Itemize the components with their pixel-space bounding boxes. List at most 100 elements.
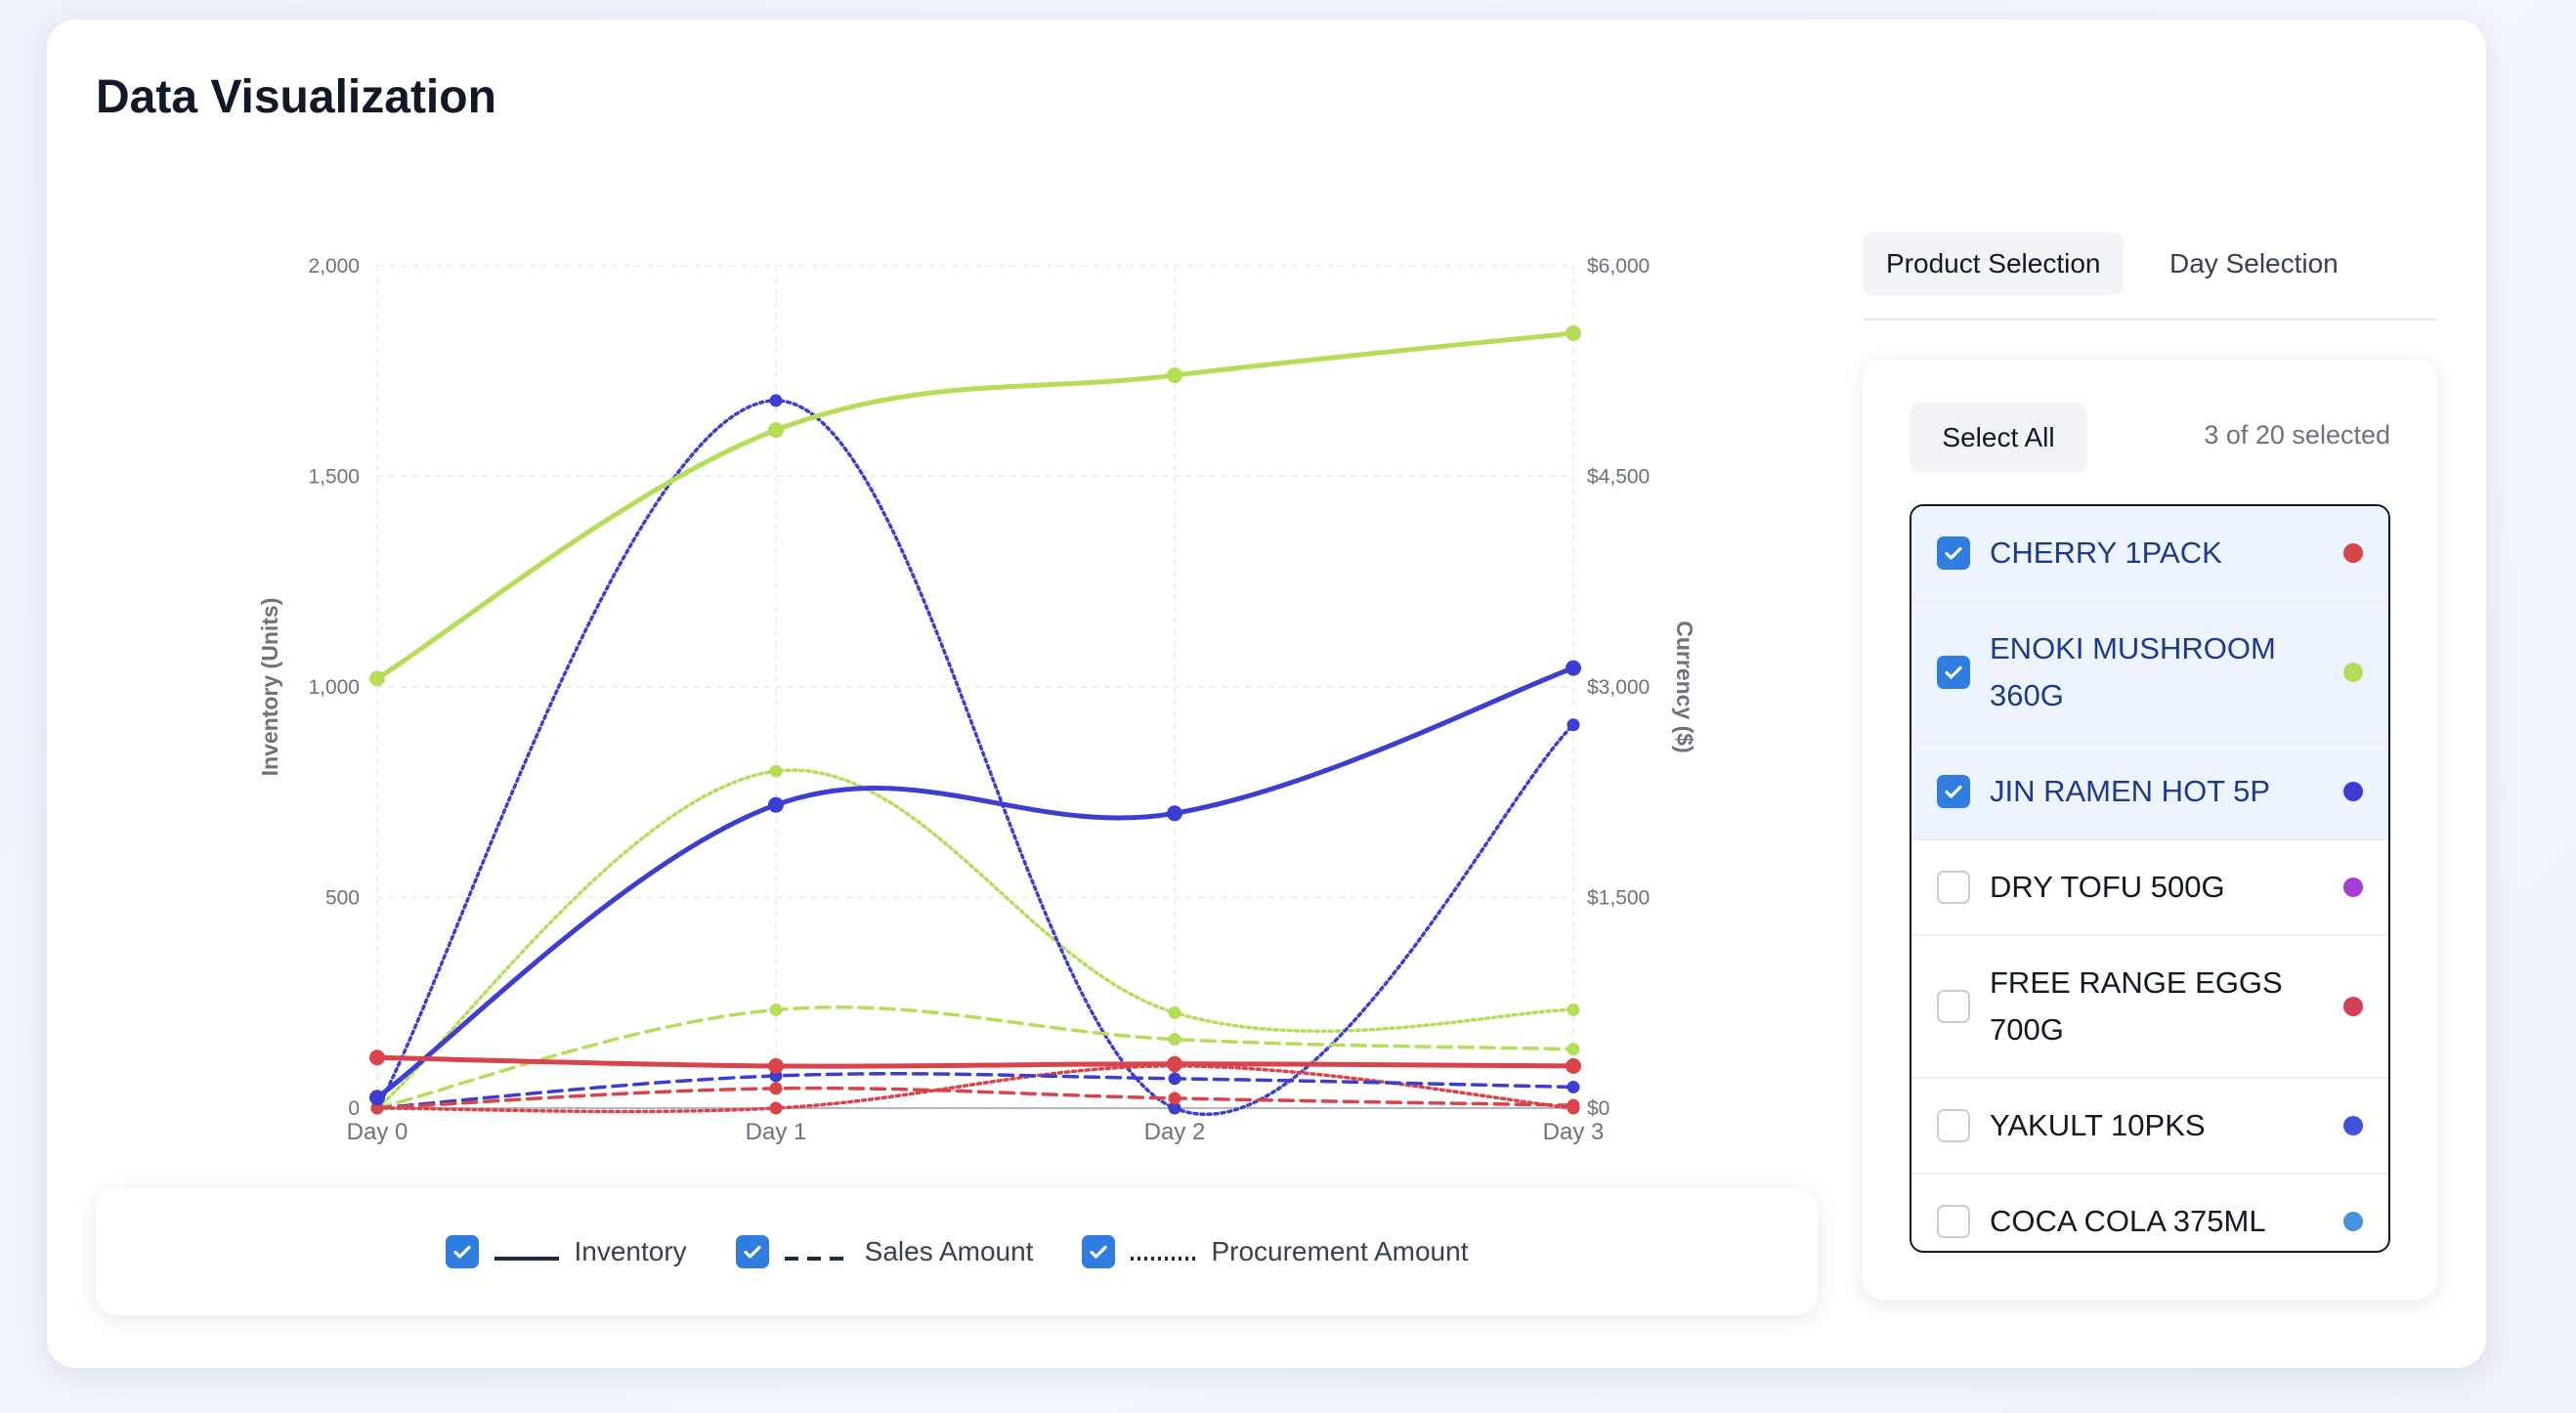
product-color-dot <box>2343 1212 2363 1231</box>
select-all-button[interactable]: Select All <box>1910 403 2087 473</box>
data-point <box>1168 1006 1181 1019</box>
y-left-tick-label: 0 <box>348 1097 360 1120</box>
product-checkbox[interactable] <box>1937 1109 1970 1142</box>
data-point <box>768 1057 784 1074</box>
y-left-tick-label: 2,000 <box>308 255 360 278</box>
list-item[interactable]: ENOKI MUSHROOM 360G <box>1911 602 2388 745</box>
x-tick-label: Day 0 <box>347 1119 408 1145</box>
product-selection-panel: Select All 3 of 20 selected CHERRY 1PACK… <box>1863 360 2437 1300</box>
data-point <box>1167 367 1182 384</box>
product-name: DRY TOFU 500G <box>1990 870 2225 904</box>
y-right-tick-label: $3,000 <box>1587 676 1650 699</box>
data-point <box>370 1101 384 1115</box>
line-chart: 0 500 1,000 1,500 2,000 $0 $1,500 $3,000 $4,500 $… <box>184 215 1767 1173</box>
data-point <box>1566 324 1581 341</box>
data-point <box>1167 1055 1182 1072</box>
selected-count: 3 of 20 selected <box>2204 420 2390 450</box>
product-checkbox[interactable] <box>1937 990 1970 1023</box>
legend-checkbox-procurement-amount[interactable] <box>1082 1235 1116 1268</box>
data-point <box>768 796 784 813</box>
series-line <box>374 1054 1576 1069</box>
solid-line-swatch-icon <box>494 1249 559 1261</box>
product-name: FREE RANGE EGGS 700G <box>1990 965 2283 1047</box>
product-name: ENOKI MUSHROOM 360G <box>1990 631 2276 712</box>
legend-checkbox-sales-amount[interactable] <box>735 1235 769 1268</box>
product-name: CHERRY 1PACK <box>1990 535 2222 570</box>
data-point <box>1567 1003 1580 1016</box>
legend-checkbox-inventory[interactable] <box>445 1235 479 1268</box>
product-list[interactable]: CHERRY 1PACK ENOKI MUSHROOM 360G JIN RAMEN… <box>1910 504 2390 1253</box>
list-item[interactable]: JIN RAMEN HOT 5P <box>1911 745 2388 840</box>
series-line <box>374 665 1576 1100</box>
series-line <box>375 1086 1575 1110</box>
product-color-dot <box>2343 543 2363 563</box>
product-checkbox[interactable] <box>1937 775 1970 808</box>
product-name: COCA COLA 375ML <box>1990 1204 2266 1238</box>
product-checkbox[interactable] <box>1937 871 1970 904</box>
data-point <box>1566 1057 1581 1074</box>
y-right-tick-label: $1,500 <box>1587 887 1650 910</box>
list-item[interactable]: YAKULT 10PKS <box>1911 1079 2388 1175</box>
x-tick-label: Day 2 <box>1144 1119 1206 1145</box>
y-right-tick-label: $6,000 <box>1587 255 1650 278</box>
data-point <box>769 1082 783 1095</box>
series-line <box>375 1072 1575 1110</box>
data-point <box>369 1090 385 1106</box>
product-name: JIN RAMEN HOT 5P <box>1990 774 2271 808</box>
product-color-dot <box>2343 782 2363 801</box>
data-point <box>769 394 783 407</box>
page-title: Data Visualization <box>96 71 496 123</box>
series-line <box>374 330 1576 681</box>
y-left-tick-label: 500 <box>325 887 360 910</box>
series-line <box>375 399 1575 1117</box>
legend-item-inventory[interactable]: Inventory <box>445 1235 687 1268</box>
data-point <box>369 670 385 687</box>
data-point <box>1168 1092 1181 1105</box>
data-point <box>1567 718 1580 732</box>
y-left-axis-title: Inventory (Units) <box>257 598 282 777</box>
product-color-dot <box>2343 878 2363 897</box>
data-point <box>1567 1043 1580 1056</box>
legend-item-procurement-amount[interactable]: Procurement Amount <box>1082 1235 1468 1268</box>
chart-canvas: 0 500 1,000 1,500 2,000 $0 $1,500 $3,000 $4,500 $… <box>257 255 1697 1145</box>
series-line <box>375 1005 1575 1110</box>
y-right-tick-label: $4,500 <box>1587 466 1650 489</box>
selection-sidebar: Product Selection Day Selection Select A… <box>1863 215 2437 1300</box>
visualization-card: Data Visualization 0 500 1,000 1,500 2,000 $0… <box>47 20 2486 1368</box>
data-point <box>768 422 784 439</box>
product-checkbox[interactable] <box>1937 1205 1970 1238</box>
legend-label-sales-amount: Sales Amount <box>864 1236 1034 1266</box>
data-point <box>1168 1072 1181 1086</box>
tab-day-selection[interactable]: Day Selection <box>2169 248 2339 278</box>
product-color-dot <box>2343 1116 2363 1135</box>
list-item[interactable]: CHERRY 1PACK <box>1911 506 2388 602</box>
series-line <box>375 768 1575 1110</box>
product-color-dot <box>2343 997 2363 1016</box>
data-point <box>769 1003 783 1016</box>
legend-item-sales-amount[interactable]: Sales Amount <box>735 1235 1034 1268</box>
data-point <box>1567 1080 1580 1093</box>
list-item[interactable]: COCA COLA 375ML <box>1911 1175 2388 1251</box>
y-right-axis-title: Currency ($) <box>1672 621 1697 752</box>
legend-label-procurement-amount: Procurement Amount <box>1211 1236 1469 1266</box>
y-right-tick-label: $0 <box>1587 1097 1610 1120</box>
data-point <box>369 1049 385 1066</box>
series-line <box>375 1064 1575 1114</box>
data-point <box>1566 660 1581 676</box>
dotted-line-swatch-icon <box>1131 1249 1196 1261</box>
dashed-line-swatch-icon <box>784 1249 849 1261</box>
tab-product-selection[interactable]: Product Selection <box>1863 233 2125 295</box>
data-point <box>1167 805 1182 822</box>
y-left-tick-label: 1,500 <box>308 466 360 489</box>
product-name: YAKULT 10PKS <box>1990 1108 2206 1142</box>
data-point <box>1567 1098 1580 1112</box>
product-checkbox[interactable] <box>1937 656 1970 689</box>
legend-label-inventory: Inventory <box>574 1236 687 1266</box>
list-item[interactable]: FREE RANGE EGGS 700G <box>1911 936 2388 1079</box>
x-tick-label: Day 3 <box>1543 1119 1605 1145</box>
list-item[interactable]: DRY TOFU 500G <box>1911 840 2388 936</box>
product-color-dot <box>2343 663 2363 682</box>
y-left-tick-label: 1,000 <box>308 676 360 699</box>
product-checkbox[interactable] <box>1937 536 1970 570</box>
data-point <box>1168 1033 1181 1047</box>
